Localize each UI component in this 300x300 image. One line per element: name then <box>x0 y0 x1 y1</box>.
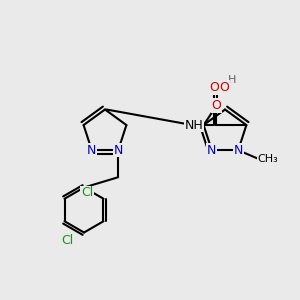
Text: NH: NH <box>184 118 203 131</box>
Text: O: O <box>212 99 221 112</box>
Text: N: N <box>207 144 217 157</box>
Text: Cl: Cl <box>81 186 93 199</box>
Text: Cl: Cl <box>61 233 74 247</box>
Text: N: N <box>87 144 97 157</box>
Text: H: H <box>228 75 236 85</box>
Text: N: N <box>233 144 243 157</box>
Text: N: N <box>113 144 123 157</box>
Text: O: O <box>209 81 219 94</box>
Text: CH₃: CH₃ <box>258 154 279 164</box>
Text: O: O <box>220 81 230 94</box>
